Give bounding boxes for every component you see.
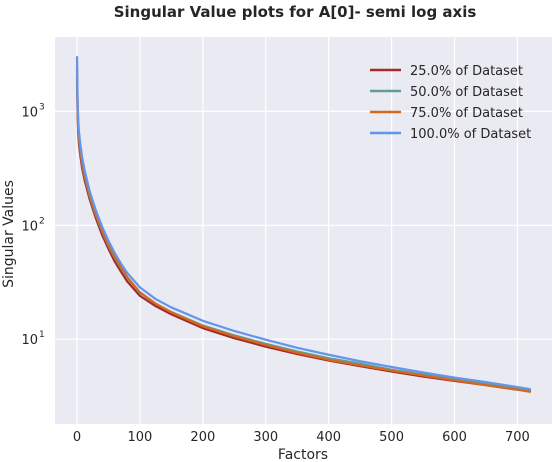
x-tick-label: 0 (73, 430, 81, 445)
y-tick-exponent: 3 (39, 102, 45, 112)
x-tick-label: 200 (190, 430, 215, 445)
x-tick-label: 600 (442, 430, 467, 445)
legend-entry: 100.0% of Dataset (410, 127, 531, 142)
x-tick-label: 500 (379, 430, 404, 445)
grid (55, 37, 552, 424)
x-tick-labels: 0 100 200 300 400 500 600 700 (73, 430, 530, 445)
legend-entry: 75.0% of Dataset (410, 106, 523, 121)
x-tick-label: 300 (253, 430, 278, 445)
plot-area (55, 37, 552, 424)
legend-entry: 50.0% of Dataset (410, 85, 523, 100)
x-tick-label: 700 (505, 430, 530, 445)
y-tick-label: 10 (21, 105, 38, 120)
x-tick-label: 100 (128, 430, 153, 445)
series-line-4 (75, 55, 532, 391)
series-lines (75, 55, 532, 393)
legend-entry: 25.0% of Dataset (410, 64, 523, 79)
x-tick-label: 400 (316, 430, 341, 445)
y-axis-label: Singular Values (1, 180, 17, 288)
x-axis-label: Factors (278, 447, 328, 462)
y-tick-exponent: 2 (39, 216, 45, 226)
y-tick-label: 10 (21, 219, 38, 234)
y-tick-label: 10 (21, 333, 38, 348)
legend: 25.0% of Dataset 50.0% of Dataset 75.0% of… (370, 64, 531, 142)
chart-title: Singular Value plots for A[0]- semi log … (114, 3, 477, 21)
y-tick-exponent: 1 (39, 330, 45, 340)
